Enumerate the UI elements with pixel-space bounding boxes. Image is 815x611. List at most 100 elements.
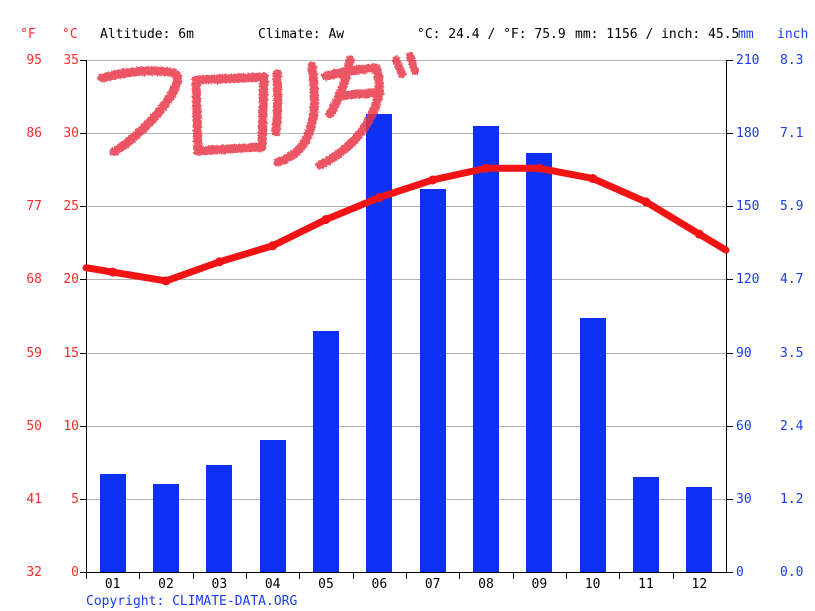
axis-tick-celsius: 5	[71, 492, 79, 507]
precipitation-bar	[313, 330, 339, 572]
temperature-point	[108, 267, 118, 277]
axis-tick-fahrenheit: 95	[26, 53, 42, 68]
axis-tick-fahrenheit: 68	[26, 272, 42, 287]
axis-tick-celsius: 10	[63, 419, 79, 434]
gridline	[86, 353, 726, 354]
bottom-axis-tick	[673, 572, 674, 579]
bottom-axis-tick	[566, 572, 567, 579]
chart-header: °F °C Altitude: 6m Climate: Aw °C: 24.4 …	[0, 0, 815, 46]
left-axis-tick	[80, 572, 86, 573]
axis-tick-mm: 0	[736, 565, 744, 580]
axis-tick-celsius: 35	[63, 53, 79, 68]
bottom-axis-tick	[619, 572, 620, 579]
precipitation-bar	[366, 113, 393, 572]
header-temperature-summary: °C: 24.4 / °F: 75.9	[417, 27, 566, 42]
precipitation-bar	[206, 464, 233, 572]
month-label: 09	[531, 577, 548, 592]
header-inch-unit: inch	[777, 27, 809, 42]
gridline	[86, 279, 726, 280]
left-axis-tick	[80, 353, 86, 354]
precipitation-bars	[86, 60, 726, 572]
precipitation-bar	[633, 476, 659, 572]
temperature-point	[481, 163, 491, 173]
bottom-axis-tick	[86, 572, 87, 579]
right-axis-tick	[727, 426, 733, 427]
month-label: 06	[371, 577, 388, 592]
temperature-point	[374, 193, 384, 203]
temperature-point	[428, 175, 438, 185]
right-axis-tick	[727, 60, 733, 61]
precipitation-bar	[99, 474, 126, 572]
month-label: 01	[104, 577, 121, 592]
precipitation-bar	[579, 318, 606, 572]
temperature-point	[588, 173, 598, 183]
left-axis-tick	[80, 133, 86, 134]
month-label: 07	[424, 577, 441, 592]
axis-tick-mm: 90	[736, 346, 752, 361]
axis-tick-mm: 180	[736, 126, 760, 141]
month-label: 12	[691, 577, 708, 592]
month-label: 03	[211, 577, 228, 592]
right-axis-tick	[727, 353, 733, 354]
precipitation-bar	[686, 486, 713, 572]
axis-tick-fahrenheit: 86	[26, 126, 42, 141]
precipitation-bar	[153, 484, 179, 572]
bottom-axis-tick	[246, 572, 247, 579]
axis-tick-inch: 4.7	[780, 272, 804, 287]
temperature-point	[161, 276, 171, 286]
axis-tick-fahrenheit: 50	[26, 419, 42, 434]
axis-tick-inch: 5.9	[780, 199, 804, 214]
axis-tick-inch: 3.5	[780, 346, 804, 361]
axis-tick-celsius: 0	[71, 565, 79, 580]
month-label: 08	[478, 577, 494, 592]
header-altitude: Altitude: 6m	[100, 27, 194, 42]
gridline	[86, 426, 726, 427]
precipitation-bar	[526, 152, 553, 572]
right-axis-tick	[727, 206, 733, 207]
temperature-point	[534, 163, 544, 173]
temperature-point	[321, 214, 331, 224]
month-label: 04	[264, 577, 281, 592]
bottom-axis-tick	[353, 572, 354, 579]
axis-tick-mm: 60	[736, 419, 752, 434]
bottom-axis-tick	[193, 572, 194, 579]
left-axis-tick	[80, 279, 86, 280]
bottom-axis-tick	[406, 572, 407, 579]
left-axis-tick	[80, 206, 86, 207]
axis-tick-fahrenheit: 41	[26, 492, 42, 507]
gridline	[86, 133, 726, 134]
left-axis-tick	[80, 499, 86, 500]
right-axis-tick	[727, 133, 733, 134]
gridline	[86, 499, 726, 500]
axis-tick-fahrenheit: 59	[26, 346, 42, 361]
axis-tick-inch: 2.4	[780, 419, 804, 434]
gridline	[86, 206, 726, 207]
month-label: 02	[158, 577, 174, 592]
temperature-point	[641, 197, 651, 207]
header-celsius-unit: °C	[62, 27, 78, 42]
axis-tick-celsius: 15	[63, 346, 79, 361]
axis-tick-fahrenheit: 77	[26, 199, 42, 214]
left-axis-tick	[80, 60, 86, 61]
bottom-axis-tick	[513, 572, 514, 579]
axis-tick-inch: 7.1	[780, 126, 804, 141]
left-axis-line	[86, 60, 87, 573]
axis-tick-mm: 120	[736, 272, 760, 287]
axis-tick-inch: 8.3	[780, 53, 804, 68]
left-axis-tick	[80, 426, 86, 427]
axis-tick-inch: 1.2	[780, 492, 804, 507]
axis-tick-mm: 210	[736, 53, 760, 68]
month-label: 10	[584, 577, 601, 592]
header-fahrenheit-unit: °F	[20, 27, 36, 42]
month-label: 11	[638, 577, 654, 592]
copyright-label: Copyright: CLIMATE-DATA.ORG	[86, 594, 298, 609]
header-precipitation-summary: mm: 1156 / inch: 45.5	[575, 27, 740, 42]
axis-tick-mm: 30	[736, 492, 752, 507]
temperature-line-series	[82, 163, 730, 286]
axis-tick-celsius: 25	[63, 199, 79, 214]
precipitation-bar	[259, 440, 286, 572]
axis-tick-celsius: 20	[63, 272, 79, 287]
bottom-axis-tick	[139, 572, 140, 579]
right-axis-tick	[727, 499, 733, 500]
